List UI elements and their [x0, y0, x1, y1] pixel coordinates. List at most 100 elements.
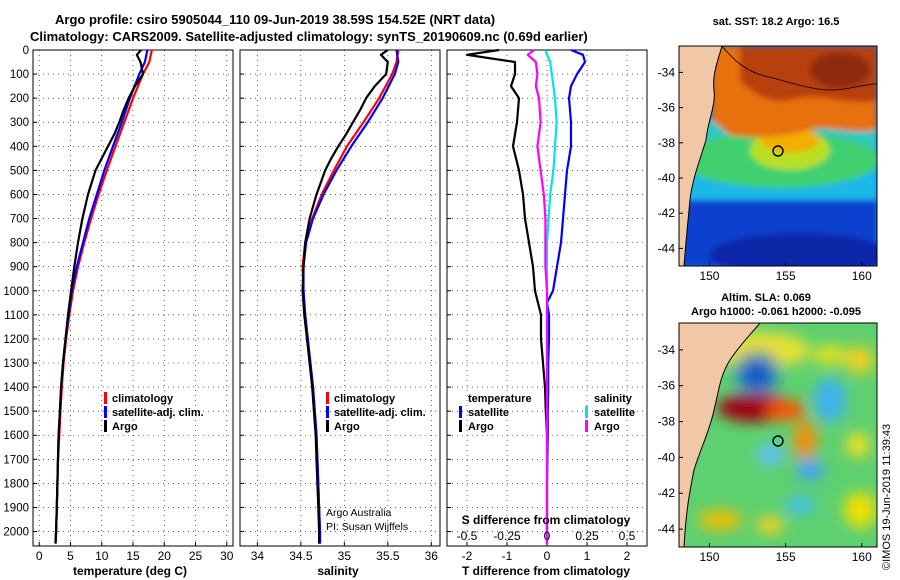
legend-swatch-argo [104, 420, 107, 432]
legend-t-argo: Argo [468, 421, 494, 433]
legend-swatch-s-satellite [585, 406, 588, 418]
legend-argo: Argo [112, 421, 138, 433]
depth-tick-label: 1200 [3, 334, 29, 346]
salinity-x-tick-labels: 34 34.5 35 35.5 36 [251, 549, 439, 563]
depth-tick-label: 1800 [3, 478, 29, 490]
map-lat-label: -34 [658, 343, 676, 357]
legend-swatch-argo [326, 420, 329, 432]
depth-tick-label: 200 [10, 93, 29, 105]
credit-pi: PI: Susan Wijffels [326, 521, 408, 533]
map-lat-label: -44 [658, 522, 676, 536]
sst-field [679, 46, 877, 266]
x-tick-label: 10 [95, 549, 109, 563]
map-lon-label: 160 [852, 269, 872, 283]
x-tick-label: 20 [158, 549, 172, 563]
temperature-x-tick-labels: 0 5 10 15 20 25 30 [36, 549, 234, 563]
sst-front-contour [721, 46, 877, 91]
legend-s-satellite: satellite [594, 407, 635, 419]
sla-map-frame [678, 322, 878, 548]
difference-profiles [465, 48, 587, 544]
x-tick-label: 34.5 [289, 549, 313, 563]
depth-tick-label: 2000 [3, 527, 29, 539]
s-difference-label: S difference from climatology [462, 513, 631, 527]
header-line-2: Climatology: CARS2009. Satellite-adjuste… [30, 29, 588, 44]
salinity-panel: 34 34.5 35 35.5 36 salinity climatology sate… [239, 49, 441, 578]
depth-tick-label: 100 [10, 69, 29, 81]
difference-panel: -2 -1 0 1 2 -0.5 -0.25 0 0.25 0.5 S difference f… [446, 48, 648, 578]
series-argo [54, 49, 145, 544]
x-tick-label: -2 [462, 549, 473, 563]
legend-satellite: satellite-adj. clim. [334, 407, 426, 419]
s-tick-label: 0.25 [575, 529, 599, 543]
map-lon-label: 155 [776, 550, 796, 564]
series-argo [301, 49, 389, 544]
depth-tick-label: 800 [10, 238, 29, 250]
legend-swatch-satellite [104, 406, 107, 418]
temperature-axes-frame [32, 49, 234, 547]
legend-climatology: climatology [112, 393, 174, 405]
depth-tick-label: 700 [10, 214, 29, 226]
sla-map-title: Altim. SLA: 0.069 [721, 292, 811, 304]
map-lon-label: 150 [699, 550, 719, 564]
s-tick-label: 0.5 [619, 529, 636, 543]
x-tick-label: 30 [220, 549, 234, 563]
depth-tick-label: 300 [10, 117, 29, 129]
x-tick-label: 15 [126, 549, 140, 563]
depth-tick-label: 600 [10, 189, 29, 201]
depth-tick-label: 1000 [3, 286, 29, 298]
temperature-profiles [54, 49, 153, 544]
depth-tick-label: 1900 [3, 502, 29, 514]
x-tick-label: 35 [338, 549, 352, 563]
salinity-axes-frame [239, 49, 441, 547]
depth-tick-label: 500 [10, 165, 29, 177]
x-tick-label: 0 [36, 549, 43, 563]
legend-swatch-t-satellite [459, 406, 462, 418]
depth-tick-label: 1600 [3, 430, 29, 442]
sst-map-frame [678, 45, 878, 267]
map-lat-label: -40 [658, 171, 676, 185]
depth-tick-label: 1400 [3, 382, 29, 394]
difference-x-tick-labels: -2 -1 0 1 2 [462, 549, 631, 563]
sst-map-ticks: 150 155 160 -34 -36 -38 -40 -42 -44 [658, 65, 872, 283]
legend-swatch-satellite [326, 406, 329, 418]
sla-float-marker [772, 435, 784, 447]
legend-satellite: satellite-adj. clim. [112, 407, 204, 419]
depth-tick-label: 400 [10, 141, 29, 153]
salinity-profiles [301, 49, 400, 544]
legend-swatch-s-argo [585, 420, 588, 432]
salinity-legend: climatology satellite-adj. clim. Argo [326, 392, 426, 433]
depth-tick-label: 1100 [4, 310, 29, 322]
temperature-legend: climatology satellite-adj. clim. Argo [104, 392, 204, 433]
salinity-difference-tick-labels: -0.5 -0.25 0 0.25 0.5 [457, 529, 636, 543]
map-lat-label: -38 [658, 136, 676, 150]
depth-tick-label: 0 [23, 45, 29, 57]
x-tick-label: 1 [584, 549, 591, 563]
x-tick-label: -1 [502, 549, 513, 563]
depth-tick-label: 1300 [3, 358, 29, 370]
header-line-1: Argo profile: csiro 5905044_110 09-Jun-2… [55, 12, 496, 27]
x-tick-label: 2 [624, 549, 631, 563]
map-lat-label: -38 [658, 415, 676, 429]
temperature-x-label: temperature (deg C) [73, 564, 187, 578]
temperature-y-tick-labels: 0 100 200 300 400 500 600 700 800 900 1000 1100 1200… [3, 45, 29, 539]
temperature-panel: 0100200300400500600700800900100011001200… [3, 45, 233, 578]
sla-map-subtitle: Argo h1000: -0.061 h2000: -0.095 [691, 306, 861, 318]
legend-climatology: climatology [334, 393, 396, 405]
x-tick-label: 36 [425, 549, 439, 563]
legend-salinity-title: salinity [594, 393, 633, 405]
sla-map: Altim. SLA: 0.069 Argo h1000: -0.061 h20… [658, 292, 878, 564]
legend-t-satellite: satellite [468, 407, 509, 419]
legend-temperature-title: temperature [468, 393, 532, 405]
map-lat-label: -36 [658, 379, 676, 393]
salinity-grid [240, 49, 440, 546]
salinity-x-label: salinity [317, 564, 359, 578]
map-lat-label: -34 [658, 65, 676, 79]
sst-float-marker [772, 145, 784, 157]
difference-legend-temperature: temperature satellite Argo [459, 393, 532, 433]
sst-land [679, 46, 723, 266]
depth-tick-label: 1500 [3, 406, 29, 418]
s-tick-label: -0.25 [493, 529, 521, 543]
difference-legend-salinity: salinity satellite Argo [585, 393, 635, 433]
x-tick-label: 34 [251, 549, 265, 563]
